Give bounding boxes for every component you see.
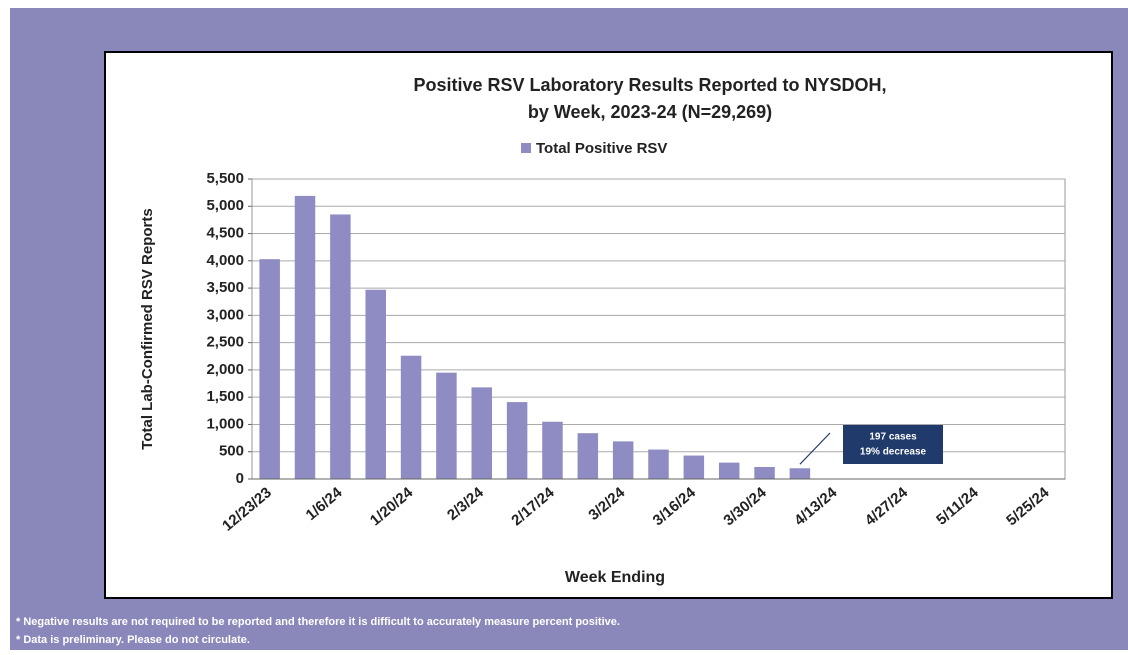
footnote: * Data is preliminary. Please do not cir… (16, 634, 250, 646)
bar (612, 441, 634, 479)
bar (789, 468, 811, 479)
y-axis-label: Total Lab-Confirmed RSV Reports (139, 208, 156, 449)
x-axis-label: Week Ending (565, 569, 665, 586)
bar (365, 289, 386, 479)
y-tick-label: 5,000 (206, 197, 244, 214)
chart-title: by Week, 2023-24 (N=29,269) (528, 102, 772, 122)
y-tick-label: 0 (236, 470, 244, 487)
y-tick-label: 4,500 (206, 225, 244, 242)
y-tick-label: 500 (219, 443, 244, 460)
annotation-leader (799, 432, 831, 465)
bar (330, 214, 351, 480)
y-tick-label: 5,500 (206, 170, 244, 187)
y-tick-label: 3,500 (206, 279, 244, 296)
bar (542, 421, 563, 479)
bar (436, 372, 457, 479)
chart-title: Positive RSV Laboratory Results Reported… (413, 75, 886, 95)
bar (718, 462, 740, 479)
y-tick-label: 1,500 (206, 388, 244, 405)
annotation-box (843, 425, 943, 464)
legend-swatch (521, 143, 531, 153)
bar (400, 355, 422, 479)
y-tick-label: 1,000 (206, 415, 244, 432)
bar (754, 467, 775, 479)
bar (259, 259, 280, 479)
bar (577, 433, 599, 479)
bar (506, 402, 528, 479)
y-tick-label: 2,500 (206, 334, 244, 351)
bar (648, 449, 669, 479)
bar (683, 455, 705, 479)
y-tick-label: 3,000 (206, 306, 244, 323)
y-tick-label: 4,000 (206, 252, 244, 269)
annotation-text: 19% decrease (860, 447, 927, 458)
annotation-text: 197 cases (869, 432, 917, 443)
bar (471, 387, 493, 479)
bar (294, 195, 316, 479)
legend-label: Total Positive RSV (536, 140, 667, 157)
footnote: * Negative results are not required to b… (16, 616, 620, 628)
y-tick-label: 2,000 (206, 361, 244, 378)
